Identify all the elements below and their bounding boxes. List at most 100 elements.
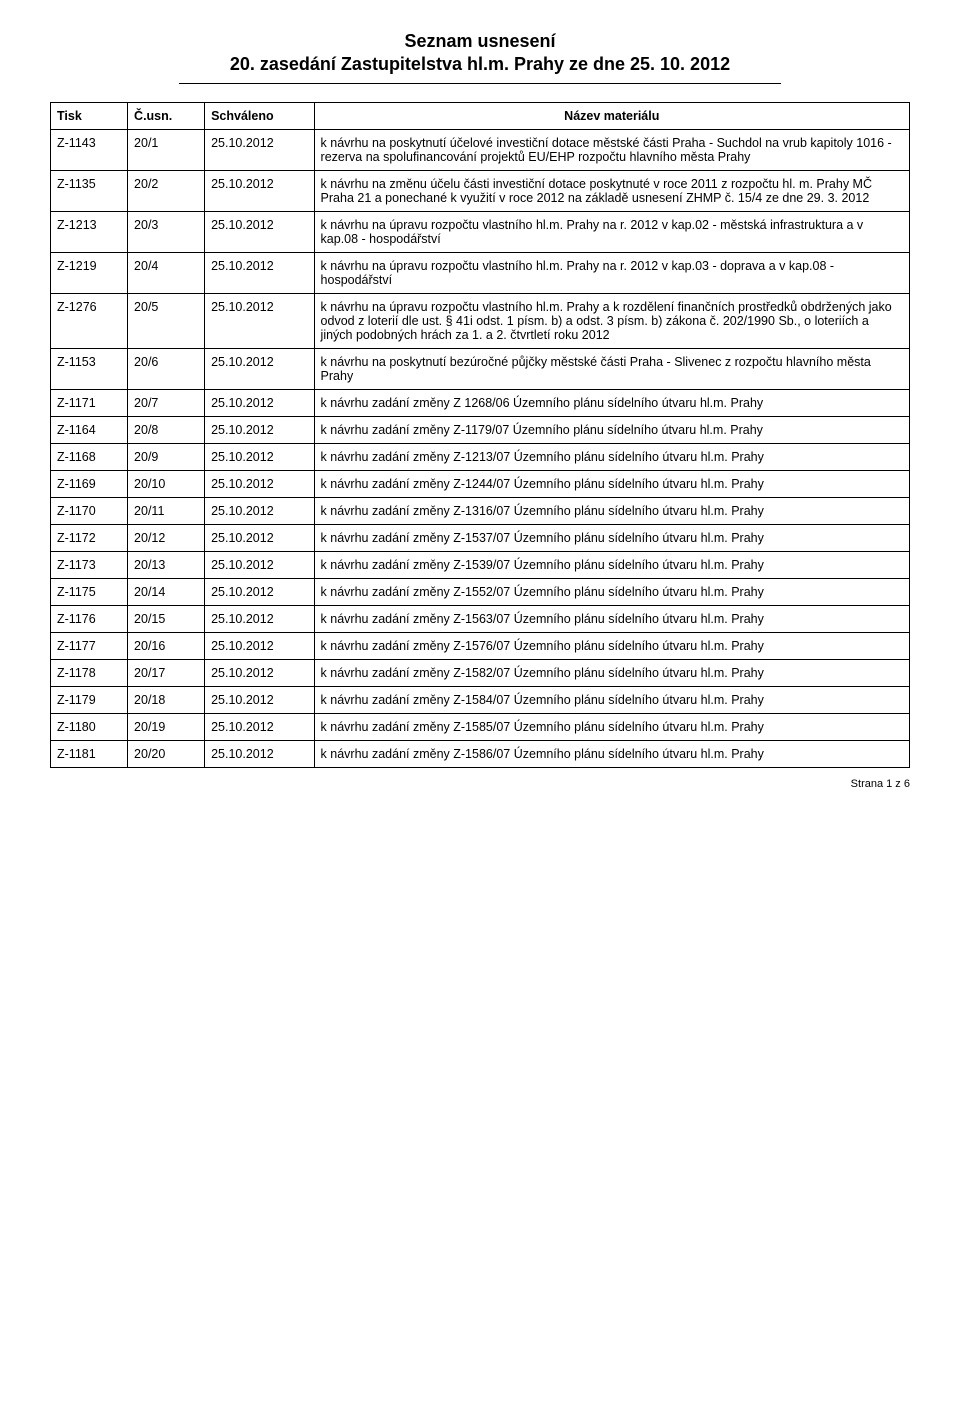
cell-cusn: 20/2 xyxy=(128,170,205,211)
cell-tisk: Z-1178 xyxy=(51,659,128,686)
col-header-cusn: Č.usn. xyxy=(128,102,205,129)
cell-cusn: 20/11 xyxy=(128,497,205,524)
cell-nazev: k návrhu zadání změny Z-1563/07 Územního… xyxy=(314,605,909,632)
cell-nazev: k návrhu zadání změny Z-1585/07 Územního… xyxy=(314,713,909,740)
cell-cusn: 20/1 xyxy=(128,129,205,170)
cell-cusn: 20/16 xyxy=(128,632,205,659)
cell-cusn: 20/15 xyxy=(128,605,205,632)
table-row: Z-118120/2025.10.2012k návrhu zadání změ… xyxy=(51,740,910,767)
table-row: Z-117620/1525.10.2012k návrhu zadání změ… xyxy=(51,605,910,632)
cell-cusn: 20/20 xyxy=(128,740,205,767)
page-title: Seznam usnesení 20. zasedání Zastupitels… xyxy=(50,30,910,77)
cell-nazev: k návrhu zadání změny Z-1582/07 Územního… xyxy=(314,659,909,686)
page-footer: Strana 1 z 6 xyxy=(50,778,910,790)
cell-nazev: k návrhu zadání změny Z-1179/07 Územního… xyxy=(314,416,909,443)
cell-nazev: k návrhu zadání změny Z-1244/07 Územního… xyxy=(314,470,909,497)
cell-schvaleno: 25.10.2012 xyxy=(205,659,314,686)
cell-cusn: 20/17 xyxy=(128,659,205,686)
cell-tisk: Z-1172 xyxy=(51,524,128,551)
cell-nazev: k návrhu na úpravu rozpočtu vlastního hl… xyxy=(314,211,909,252)
cell-schvaleno: 25.10.2012 xyxy=(205,578,314,605)
cell-cusn: 20/3 xyxy=(128,211,205,252)
cell-tisk: Z-1153 xyxy=(51,348,128,389)
cell-nazev: k návrhu na úpravu rozpočtu vlastního hl… xyxy=(314,293,909,348)
cell-schvaleno: 25.10.2012 xyxy=(205,129,314,170)
table-row: Z-121920/425.10.2012k návrhu na úpravu r… xyxy=(51,252,910,293)
cell-schvaleno: 25.10.2012 xyxy=(205,293,314,348)
cell-cusn: 20/4 xyxy=(128,252,205,293)
table-row: Z-127620/525.10.2012k návrhu na úpravu r… xyxy=(51,293,910,348)
cell-cusn: 20/12 xyxy=(128,524,205,551)
table-row: Z-118020/1925.10.2012k návrhu zadání změ… xyxy=(51,713,910,740)
cell-nazev: k návrhu zadání změny Z-1576/07 Územního… xyxy=(314,632,909,659)
col-header-nazev: Název materiálu xyxy=(314,102,909,129)
cell-tisk: Z-1177 xyxy=(51,632,128,659)
cell-schvaleno: 25.10.2012 xyxy=(205,686,314,713)
table-row: Z-115320/625.10.2012k návrhu na poskytnu… xyxy=(51,348,910,389)
cell-cusn: 20/6 xyxy=(128,348,205,389)
cell-tisk: Z-1170 xyxy=(51,497,128,524)
title-line-2: 20. zasedání Zastupitelstva hl.m. Prahy … xyxy=(50,53,910,76)
cell-schvaleno: 25.10.2012 xyxy=(205,497,314,524)
table-row: Z-117920/1825.10.2012k návrhu zadání změ… xyxy=(51,686,910,713)
cell-tisk: Z-1175 xyxy=(51,578,128,605)
table-row: Z-113520/225.10.2012k návrhu na změnu úč… xyxy=(51,170,910,211)
col-header-tisk: Tisk xyxy=(51,102,128,129)
title-line-1: Seznam usnesení xyxy=(50,30,910,53)
table-row: Z-117320/1325.10.2012k návrhu zadání změ… xyxy=(51,551,910,578)
cell-tisk: Z-1176 xyxy=(51,605,128,632)
cell-cusn: 20/19 xyxy=(128,713,205,740)
cell-cusn: 20/7 xyxy=(128,389,205,416)
cell-schvaleno: 25.10.2012 xyxy=(205,348,314,389)
cell-schvaleno: 25.10.2012 xyxy=(205,389,314,416)
table-row: Z-114320/125.10.2012k návrhu na poskytnu… xyxy=(51,129,910,170)
cell-tisk: Z-1169 xyxy=(51,470,128,497)
cell-nazev: k návrhu zadání změny Z-1586/07 Územního… xyxy=(314,740,909,767)
cell-nazev: k návrhu zadání změny Z-1584/07 Územního… xyxy=(314,686,909,713)
cell-tisk: Z-1135 xyxy=(51,170,128,211)
cell-schvaleno: 25.10.2012 xyxy=(205,524,314,551)
cell-schvaleno: 25.10.2012 xyxy=(205,713,314,740)
cell-cusn: 20/8 xyxy=(128,416,205,443)
cell-cusn: 20/18 xyxy=(128,686,205,713)
table-row: Z-116920/1025.10.2012k návrhu zadání změ… xyxy=(51,470,910,497)
cell-nazev: k návrhu na změnu účelu části investiční… xyxy=(314,170,909,211)
cell-schvaleno: 25.10.2012 xyxy=(205,252,314,293)
cell-schvaleno: 25.10.2012 xyxy=(205,551,314,578)
cell-tisk: Z-1164 xyxy=(51,416,128,443)
title-separator xyxy=(179,83,781,84)
cell-nazev: k návrhu zadání změny Z-1552/07 Územního… xyxy=(314,578,909,605)
table-row: Z-116420/825.10.2012k návrhu zadání změn… xyxy=(51,416,910,443)
cell-nazev: k návrhu zadání změny Z-1537/07 Územního… xyxy=(314,524,909,551)
cell-schvaleno: 25.10.2012 xyxy=(205,443,314,470)
cell-nazev: k návrhu zadání změny Z-1316/07 Územního… xyxy=(314,497,909,524)
table-row: Z-117720/1625.10.2012k návrhu zadání změ… xyxy=(51,632,910,659)
cell-tisk: Z-1181 xyxy=(51,740,128,767)
cell-cusn: 20/5 xyxy=(128,293,205,348)
table-row: Z-116820/925.10.2012k návrhu zadání změn… xyxy=(51,443,910,470)
cell-nazev: k návrhu zadání změny Z-1539/07 Územního… xyxy=(314,551,909,578)
cell-tisk: Z-1276 xyxy=(51,293,128,348)
cell-nazev: k návrhu na poskytnutí bezúročné půjčky … xyxy=(314,348,909,389)
resolutions-table: Tisk Č.usn. Schváleno Název materiálu Z-… xyxy=(50,102,910,768)
cell-tisk: Z-1179 xyxy=(51,686,128,713)
table-header-row: Tisk Č.usn. Schváleno Název materiálu xyxy=(51,102,910,129)
cell-schvaleno: 25.10.2012 xyxy=(205,632,314,659)
cell-tisk: Z-1219 xyxy=(51,252,128,293)
cell-tisk: Z-1213 xyxy=(51,211,128,252)
cell-schvaleno: 25.10.2012 xyxy=(205,211,314,252)
cell-cusn: 20/13 xyxy=(128,551,205,578)
cell-nazev: k návrhu na poskytnutí účelové investičn… xyxy=(314,129,909,170)
cell-nazev: k návrhu zadání změny Z 1268/06 Územního… xyxy=(314,389,909,416)
table-row: Z-117220/1225.10.2012k návrhu zadání změ… xyxy=(51,524,910,551)
cell-tisk: Z-1171 xyxy=(51,389,128,416)
cell-schvaleno: 25.10.2012 xyxy=(205,605,314,632)
cell-nazev: k návrhu na úpravu rozpočtu vlastního hl… xyxy=(314,252,909,293)
cell-schvaleno: 25.10.2012 xyxy=(205,170,314,211)
table-row: Z-117120/725.10.2012k návrhu zadání změn… xyxy=(51,389,910,416)
cell-schvaleno: 25.10.2012 xyxy=(205,416,314,443)
cell-cusn: 20/9 xyxy=(128,443,205,470)
table-row: Z-117520/1425.10.2012k návrhu zadání změ… xyxy=(51,578,910,605)
cell-cusn: 20/10 xyxy=(128,470,205,497)
table-row: Z-117820/1725.10.2012k návrhu zadání změ… xyxy=(51,659,910,686)
